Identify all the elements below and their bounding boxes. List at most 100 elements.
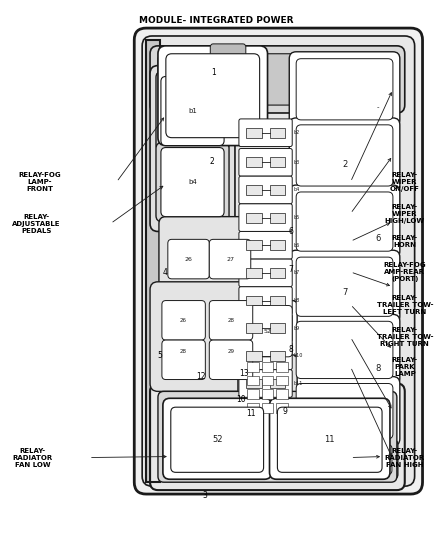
Bar (246, 296, 261, 305)
Bar (146, 40, 160, 482)
Bar (247, 362, 259, 372)
Bar (276, 362, 288, 372)
Text: 52: 52 (264, 329, 272, 334)
FancyBboxPatch shape (239, 370, 292, 397)
Text: b4: b4 (188, 179, 197, 185)
FancyBboxPatch shape (291, 440, 398, 479)
Text: 28: 28 (227, 318, 234, 323)
FancyBboxPatch shape (239, 231, 292, 259)
Text: 1: 1 (211, 68, 215, 77)
FancyBboxPatch shape (239, 287, 292, 314)
FancyBboxPatch shape (239, 342, 292, 370)
Bar (269, 351, 285, 361)
FancyBboxPatch shape (150, 282, 283, 391)
FancyBboxPatch shape (134, 28, 423, 494)
FancyBboxPatch shape (150, 46, 405, 113)
Bar (246, 128, 261, 138)
Text: 52: 52 (212, 435, 223, 445)
Text: 12: 12 (197, 372, 206, 381)
Bar (276, 390, 288, 399)
FancyBboxPatch shape (238, 355, 297, 426)
Bar (261, 403, 273, 413)
Bar (246, 213, 261, 223)
Text: RELAY-
WIPER
ON/OFF: RELAY- WIPER ON/OFF (390, 172, 420, 192)
Text: b1: b1 (188, 108, 197, 114)
Text: 7: 7 (342, 288, 347, 297)
Text: 13: 13 (239, 369, 249, 378)
FancyBboxPatch shape (296, 59, 393, 120)
Bar (246, 378, 261, 389)
Text: b7: b7 (293, 270, 300, 276)
Text: 3: 3 (203, 490, 208, 499)
Text: b10: b10 (293, 353, 303, 358)
Bar (269, 128, 285, 138)
Text: b4: b4 (293, 188, 300, 192)
FancyBboxPatch shape (161, 148, 224, 216)
FancyBboxPatch shape (296, 192, 393, 251)
Text: b5: b5 (293, 215, 300, 220)
Bar (269, 378, 285, 389)
FancyBboxPatch shape (156, 71, 229, 150)
Bar (276, 376, 288, 385)
FancyBboxPatch shape (239, 119, 292, 147)
FancyBboxPatch shape (163, 398, 272, 479)
Text: RELAY-
PARK
LAMP: RELAY- PARK LAMP (392, 357, 418, 377)
Bar (269, 296, 285, 305)
FancyBboxPatch shape (239, 314, 292, 342)
Text: 11: 11 (325, 435, 335, 445)
FancyBboxPatch shape (296, 383, 393, 439)
Text: 9: 9 (283, 407, 288, 416)
FancyBboxPatch shape (239, 259, 292, 287)
FancyBboxPatch shape (171, 407, 264, 472)
Text: 2: 2 (210, 157, 215, 166)
Text: 5: 5 (158, 351, 162, 360)
FancyBboxPatch shape (150, 383, 405, 490)
Text: RELAY-
TRAILER TOW-
RIGHT TURN: RELAY- TRAILER TOW- RIGHT TURN (377, 327, 433, 347)
Text: 28: 28 (180, 350, 187, 354)
Text: MODULE- INTEGRATED POWER: MODULE- INTEGRATED POWER (139, 15, 293, 25)
Bar (247, 390, 259, 399)
Bar (247, 403, 259, 413)
FancyBboxPatch shape (289, 250, 400, 324)
FancyBboxPatch shape (289, 314, 400, 385)
Bar (261, 390, 273, 399)
FancyBboxPatch shape (209, 239, 251, 279)
FancyBboxPatch shape (209, 340, 253, 379)
Text: 7: 7 (337, 456, 342, 463)
Bar (246, 157, 261, 167)
Bar (146, 40, 160, 482)
Bar (269, 240, 285, 250)
Text: RELAY-
HORN: RELAY- HORN (392, 235, 418, 248)
Bar (246, 351, 261, 361)
FancyBboxPatch shape (239, 149, 292, 176)
Bar (246, 268, 261, 278)
Text: 11: 11 (246, 409, 255, 417)
FancyBboxPatch shape (150, 66, 235, 231)
Text: b11: b11 (293, 381, 303, 386)
FancyBboxPatch shape (277, 407, 382, 472)
FancyBboxPatch shape (209, 301, 253, 340)
Bar (246, 240, 261, 250)
Text: 26: 26 (180, 318, 187, 323)
Text: 8: 8 (375, 364, 381, 373)
FancyBboxPatch shape (142, 36, 415, 486)
FancyBboxPatch shape (296, 321, 393, 378)
FancyBboxPatch shape (158, 54, 397, 105)
Bar (246, 185, 261, 195)
Text: 6: 6 (289, 227, 293, 236)
Bar (246, 324, 261, 333)
Bar (261, 362, 273, 372)
Text: 9: 9 (337, 417, 342, 426)
Text: b2: b2 (293, 130, 300, 135)
Text: RELAY-FOG
LAMP-
FRONT: RELAY-FOG LAMP- FRONT (18, 172, 61, 192)
Text: 27: 27 (226, 256, 234, 262)
Text: 10: 10 (236, 395, 246, 404)
FancyBboxPatch shape (289, 377, 400, 446)
Text: RELAY-
TRAILER TOW-
LEFT TURN: RELAY- TRAILER TOW- LEFT TURN (377, 295, 433, 314)
FancyBboxPatch shape (239, 176, 292, 204)
FancyBboxPatch shape (289, 185, 400, 258)
Bar (261, 376, 273, 385)
Text: 4: 4 (162, 269, 167, 277)
Bar (269, 268, 285, 278)
Text: RELAY-
ADJUSTABLE
PEDALS: RELAY- ADJUSTABLE PEDALS (12, 214, 61, 233)
